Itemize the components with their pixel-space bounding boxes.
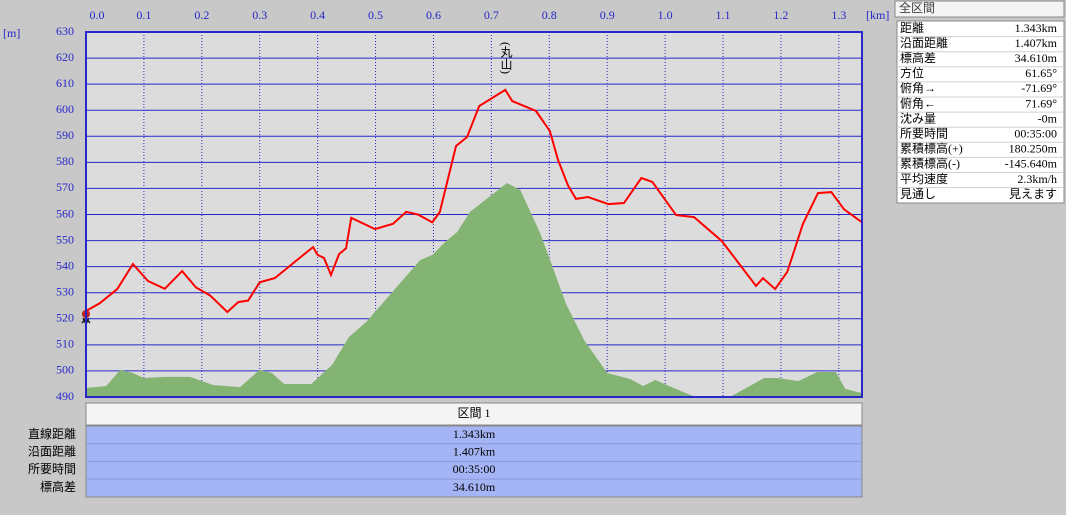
x-tick-label: 1.2 <box>773 8 788 22</box>
summary-value: 2.3km/h <box>1017 172 1057 186</box>
summary-label: 平均速度 <box>900 171 948 186</box>
summary-value: -71.69° <box>1021 81 1057 95</box>
y-tick-label: 610 <box>56 76 74 90</box>
summary-value: 34.610m <box>1015 51 1058 65</box>
x-tick-label: 0.1 <box>136 8 151 22</box>
summary-label: 方位 <box>900 65 924 80</box>
summary-label: 俯角→ <box>900 80 936 95</box>
summary-label: 所要時間 <box>900 126 948 140</box>
section-value: 00:35:00 <box>453 462 496 476</box>
x-tick-label: 1.0 <box>658 8 673 22</box>
y-tick-label: 580 <box>56 154 74 168</box>
summary-label: 沈み量 <box>900 110 936 125</box>
y-tick-label: 590 <box>56 128 74 142</box>
terrain-area <box>86 182 862 397</box>
x-tick-label: 0.5 <box>368 8 383 22</box>
y-tick-label: 520 <box>56 311 74 325</box>
summary-value: 71.69° <box>1025 96 1057 110</box>
x-tick-label: 0.4 <box>310 8 325 22</box>
summary-label: 標高差 <box>900 50 936 65</box>
y-tick-label: 600 <box>56 102 74 116</box>
x-axis-label: [km] <box>866 8 889 22</box>
summary-label: 見通し <box>900 187 936 201</box>
plot-border <box>85 31 863 398</box>
x-tick-label: 0.8 <box>542 8 557 22</box>
y-tick-label: 570 <box>56 180 74 194</box>
section-label: 沿面距離 <box>28 444 76 458</box>
summary-label: 距離 <box>900 21 924 35</box>
section-value: 34.610m <box>453 480 496 494</box>
section-header-box <box>85 402 863 426</box>
section-header: 区間 1 <box>457 406 490 420</box>
summary-label: 沿面距離 <box>900 36 948 50</box>
section-label: 標高差 <box>40 479 76 494</box>
summary-value: -145.640m <box>1005 157 1058 171</box>
summary-value: 見えます <box>1009 187 1057 201</box>
elevation-line <box>85 88 863 314</box>
y-tick-label: 630 <box>56 24 74 38</box>
summary-value: 1.407km <box>1015 36 1058 50</box>
y-tick-label: 490 <box>56 389 74 403</box>
section-value: 1.407km <box>453 444 496 458</box>
summary-title: 全区間 <box>899 0 935 15</box>
section-value: 1.343km <box>453 427 496 441</box>
x-tick-label: 1.1 <box>716 8 731 22</box>
x-tick-label: 0.6 <box>426 8 441 22</box>
x-tick-label: 0.7 <box>484 8 499 22</box>
annotation: (丸山) <box>499 42 513 74</box>
section-label: 所要時間 <box>28 462 76 476</box>
x-tick-label: 0.9 <box>600 8 615 22</box>
x-tick-label: 0.0 <box>90 8 105 22</box>
y-axis-label: [m] <box>3 26 20 40</box>
summary-value: 180.250m <box>1009 142 1058 156</box>
summary-title-box <box>894 0 1065 18</box>
summary-label: 累積標高(+) <box>900 141 963 156</box>
summary-value: 61.65° <box>1025 66 1057 80</box>
x-tick-label: 0.3 <box>252 8 267 22</box>
x-tick-label: 0.2 <box>194 8 209 22</box>
y-tick-label: 500 <box>56 363 74 377</box>
summary-value: 1.343km <box>1015 21 1058 35</box>
summary-label: 累積標高(-) <box>900 156 960 171</box>
y-tick-label: 540 <box>56 258 74 272</box>
summary-value: -0m <box>1038 111 1058 125</box>
x-tick-label: 1.3 <box>831 8 846 22</box>
y-tick-label: 530 <box>56 284 74 298</box>
section-label: 直線距離 <box>28 426 76 441</box>
y-tick-label: 620 <box>56 50 74 64</box>
y-tick-label: 550 <box>56 232 74 246</box>
y-tick-label: 560 <box>56 206 74 220</box>
summary-label: 俯角← <box>900 95 936 110</box>
y-tick-label: 510 <box>56 337 74 351</box>
summary-value: 00:35:00 <box>1014 126 1057 140</box>
